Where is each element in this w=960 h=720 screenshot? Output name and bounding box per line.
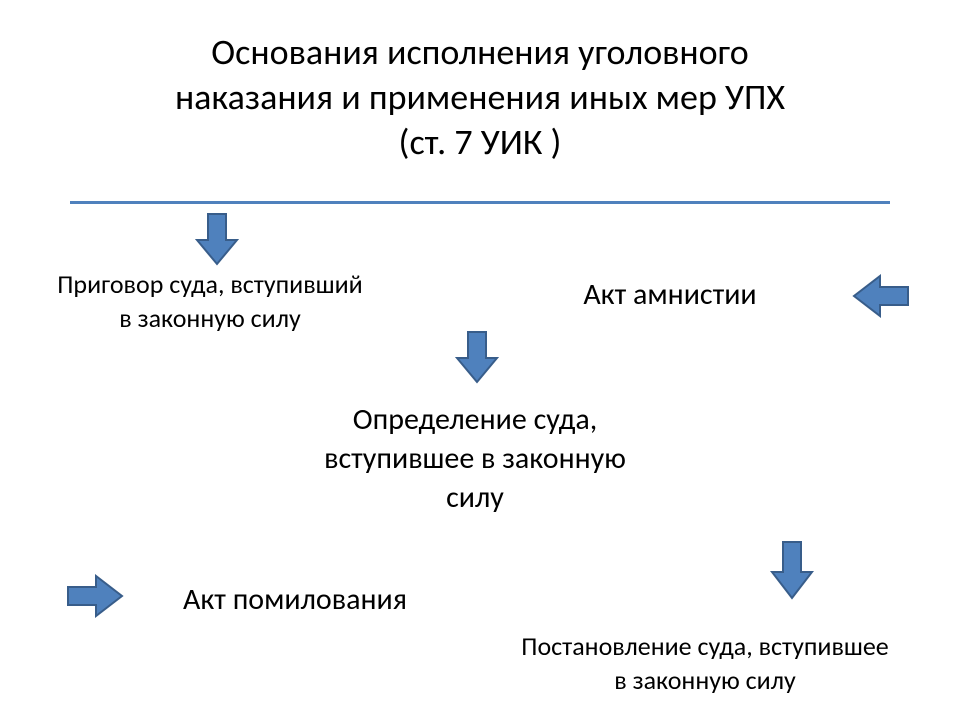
slide-title: Основания исполнения уголовного наказани… [0, 30, 960, 165]
amnesty-text: Акт амнистии [583, 276, 756, 313]
definition-line1: Определение суда, [260, 400, 690, 439]
arrow-right-to-pardon [66, 574, 126, 618]
definition-line2: вступившее в законную [260, 439, 690, 478]
arrow-down-to-resolution [770, 540, 814, 600]
node-definition: Определение суда, вступившее в законную … [260, 400, 690, 517]
verdict-line1: Приговор суда, вступивший [20, 268, 400, 302]
node-pardon: Акт помилования [140, 580, 450, 619]
node-amnesty: Акт амнистии [530, 275, 810, 314]
resolution-line1: Постановление суда, вступившее [470, 630, 940, 664]
title-line1: Основания исполнения уголовного [0, 30, 960, 75]
title-line2: наказания и применения иных мер УПХ [0, 75, 960, 120]
arrow-down-to-definition [455, 330, 499, 384]
definition-line3: силу [260, 478, 690, 517]
verdict-line2: в законную силу [20, 302, 400, 336]
resolution-line2: в законную силу [470, 664, 940, 698]
node-verdict: Приговор суда, вступивший в законную сил… [20, 268, 400, 336]
node-resolution: Постановление суда, вступившее в законну… [470, 630, 940, 698]
arrow-left-to-amnesty [850, 274, 910, 318]
pardon-text: Акт помилования [183, 581, 407, 618]
arrow-down-to-verdict [195, 212, 239, 266]
title-line3: (ст. 7 УИК ) [0, 120, 960, 165]
title-underline [70, 201, 890, 204]
